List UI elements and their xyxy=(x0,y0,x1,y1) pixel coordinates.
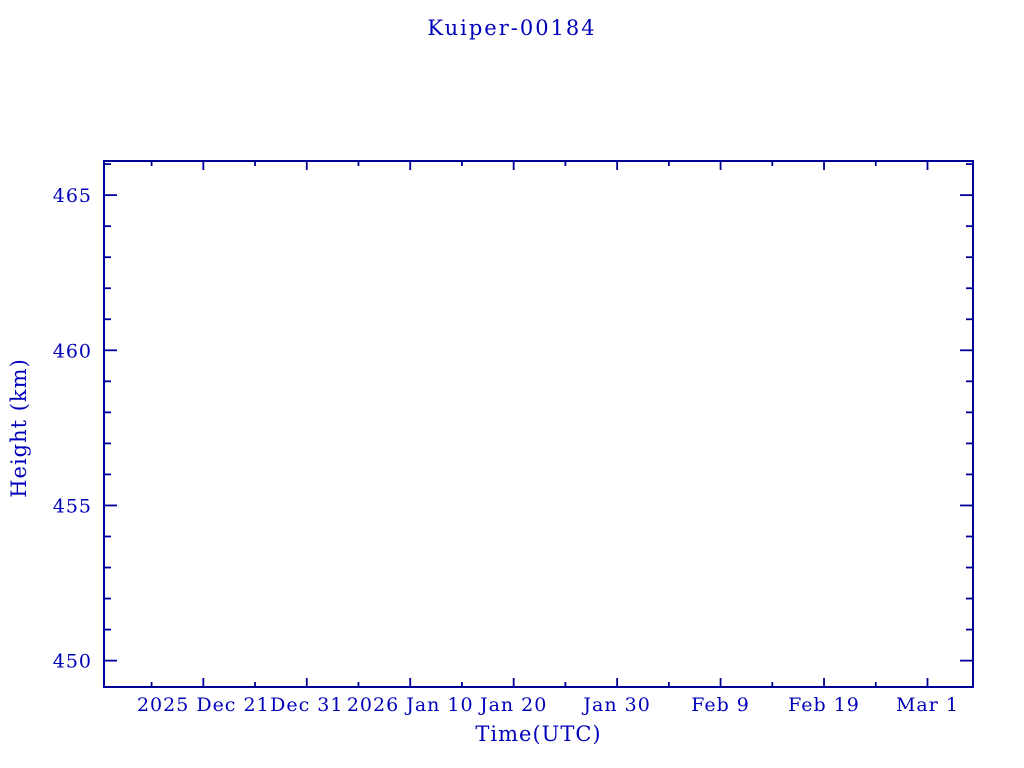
x-tick-label: Dec 31 xyxy=(270,694,343,716)
x-tick-label: Feb 9 xyxy=(691,694,750,716)
x-tick-label: Mar 1 xyxy=(896,694,959,716)
chart-title: Kuiper-00184 xyxy=(427,16,597,40)
y-axis-title: Height (km) xyxy=(7,358,31,498)
x-tick-label: 2026 Jan 10 xyxy=(347,694,474,716)
y-tick-label: 450 xyxy=(53,651,92,673)
y-tick-label: 465 xyxy=(53,185,92,207)
x-tick-label: Jan 20 xyxy=(478,694,547,716)
x-tick-label: Feb 19 xyxy=(788,694,860,716)
x-axis-title: Time(UTC) xyxy=(475,722,602,746)
x-tick-label: Jan 30 xyxy=(581,694,650,716)
plot-frame xyxy=(103,160,974,688)
y-tick-label: 460 xyxy=(53,340,92,362)
x-tick-label: 2025 Dec 21 xyxy=(137,694,270,716)
y-tick-label: 455 xyxy=(53,495,92,517)
